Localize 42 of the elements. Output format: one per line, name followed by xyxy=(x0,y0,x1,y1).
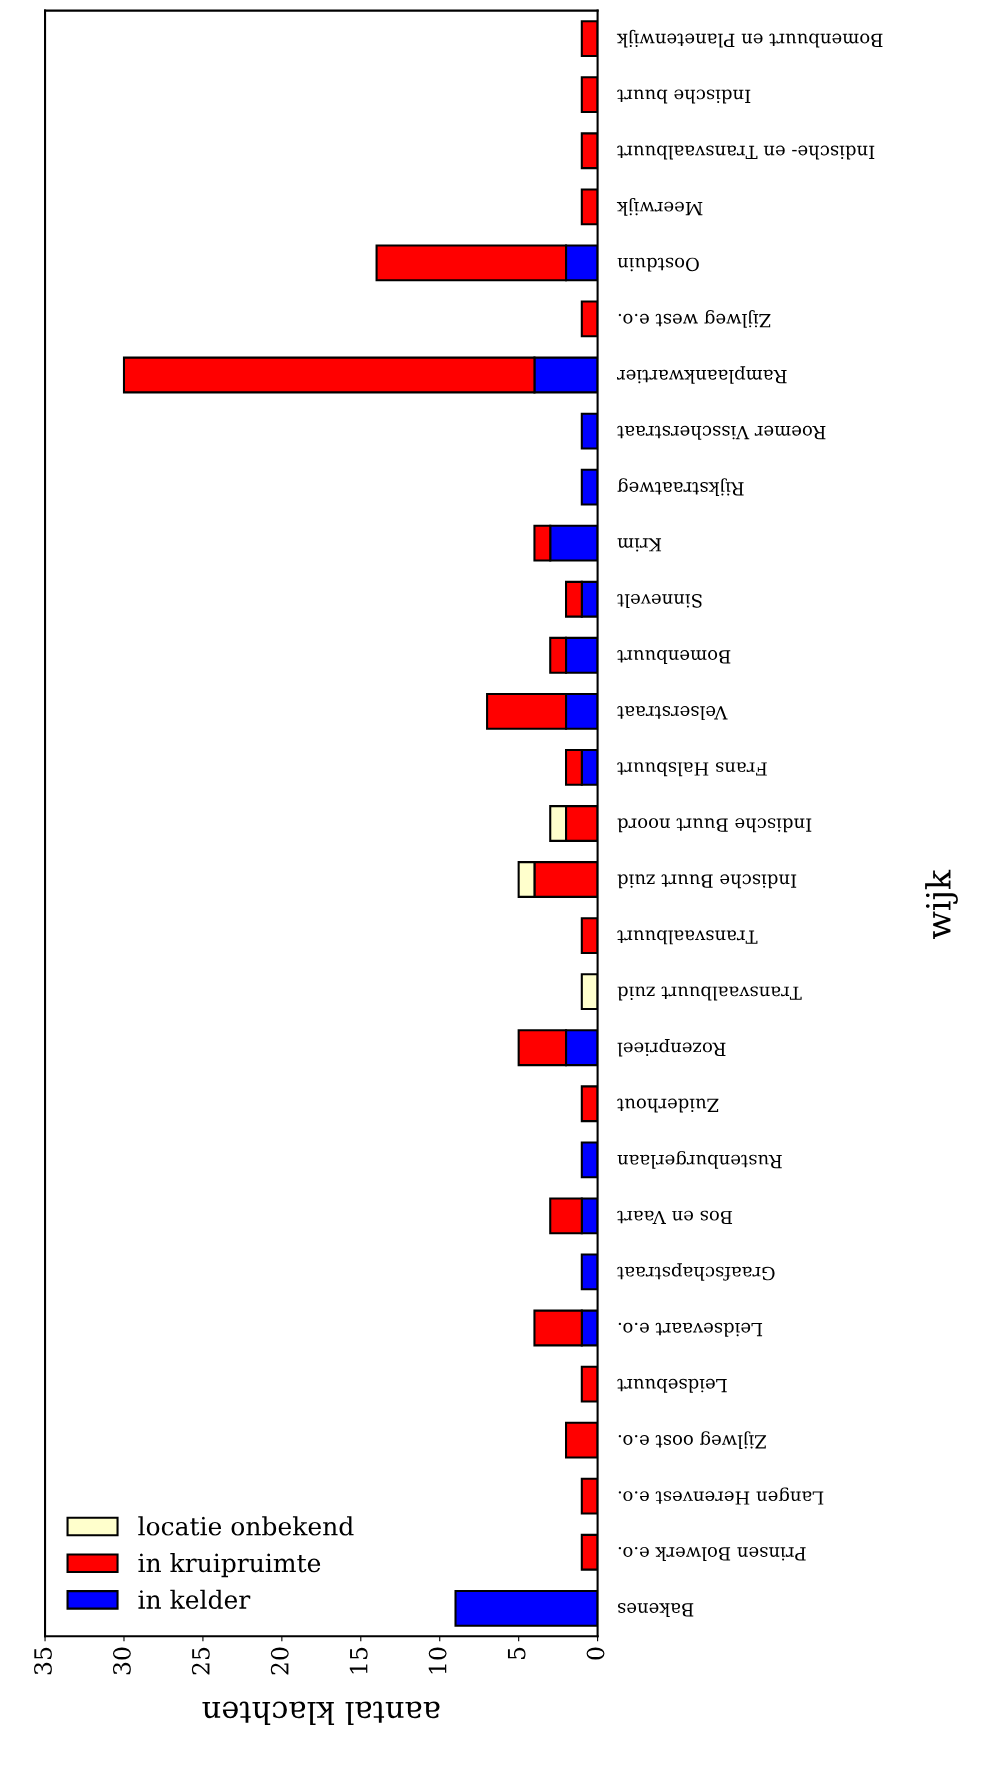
legend-label: in kelder xyxy=(138,1589,251,1609)
y-tick-label: Transvaalbuurt zuid xyxy=(617,986,802,1001)
y-tick-label: Rijkstraatweg xyxy=(617,478,744,496)
y-tick-label: Transvaalbuurt xyxy=(617,930,758,945)
x-tick-label: 15 xyxy=(349,1647,368,1674)
legend-label: in kruipruimte xyxy=(138,1552,321,1578)
y-tick-label: Bomenbuurt xyxy=(617,650,731,665)
y-tick-label: Zijlweg oost e.o. xyxy=(618,1431,767,1449)
legend-label: locatie onbekend xyxy=(138,1516,354,1536)
y-tick-label: Graafschapstraat xyxy=(617,1263,775,1281)
y-tick-label: Velserstraat xyxy=(617,706,728,721)
x-tick-label: 25 xyxy=(191,1647,210,1675)
y-tick-label: Krim xyxy=(617,538,662,552)
y-tick-label: Indische- en Transvaalbuurt xyxy=(617,145,875,160)
x-tick-label: 10 xyxy=(428,1647,447,1674)
x-axis-title: aantal klachten xyxy=(202,1701,440,1726)
y-tick-label: Leidsebuurt xyxy=(617,1378,727,1393)
y-tick-label: Zuiderhout xyxy=(617,1098,719,1113)
y-tick-label: Ramplaankwartier xyxy=(617,366,787,384)
x-tick-label: 5 xyxy=(507,1647,526,1660)
y-tick-label: Zijlweg west e.o. xyxy=(618,310,771,328)
y-tick-label: Bakenes xyxy=(617,1603,694,1618)
y-tick-label: Frans Halsbuurt xyxy=(617,762,767,777)
x-tick-label: 20 xyxy=(270,1647,289,1675)
y-tick-label: Prinsen Bolwerk e.o. xyxy=(618,1547,806,1561)
y-tick-label: Bos en Vaart xyxy=(617,1210,733,1225)
y-tick-label: Leidsevaart e.o. xyxy=(618,1322,763,1337)
y-tick-label: Meerwijk xyxy=(616,197,703,216)
y-tick-label: Indische Buurt noord xyxy=(617,818,812,833)
y-tick-label: Indische Buurt zuid xyxy=(617,874,797,889)
y-tick-label: Rustenburgerlaan xyxy=(617,1150,782,1169)
x-tick-label: 35 xyxy=(34,1647,52,1675)
x-tick-label: 0 xyxy=(586,1647,605,1660)
y-tick-label: Sinnevelt xyxy=(617,593,702,608)
y-tick-label: Bomenbuurt en Planetenwijk xyxy=(616,29,883,48)
y-tick-label: Oostduin xyxy=(617,257,699,272)
y-axis-title: wijk xyxy=(925,869,958,940)
y-tick-label: Langen Herenvest e.o. xyxy=(618,1487,824,1505)
y-tick-label: Indische buurt xyxy=(617,89,751,104)
y-tick-label: Rozenprieel xyxy=(617,1038,726,1057)
y-tick-label: Roemer Visscherstraat xyxy=(617,425,826,440)
x-tick-label: 30 xyxy=(112,1647,131,1675)
